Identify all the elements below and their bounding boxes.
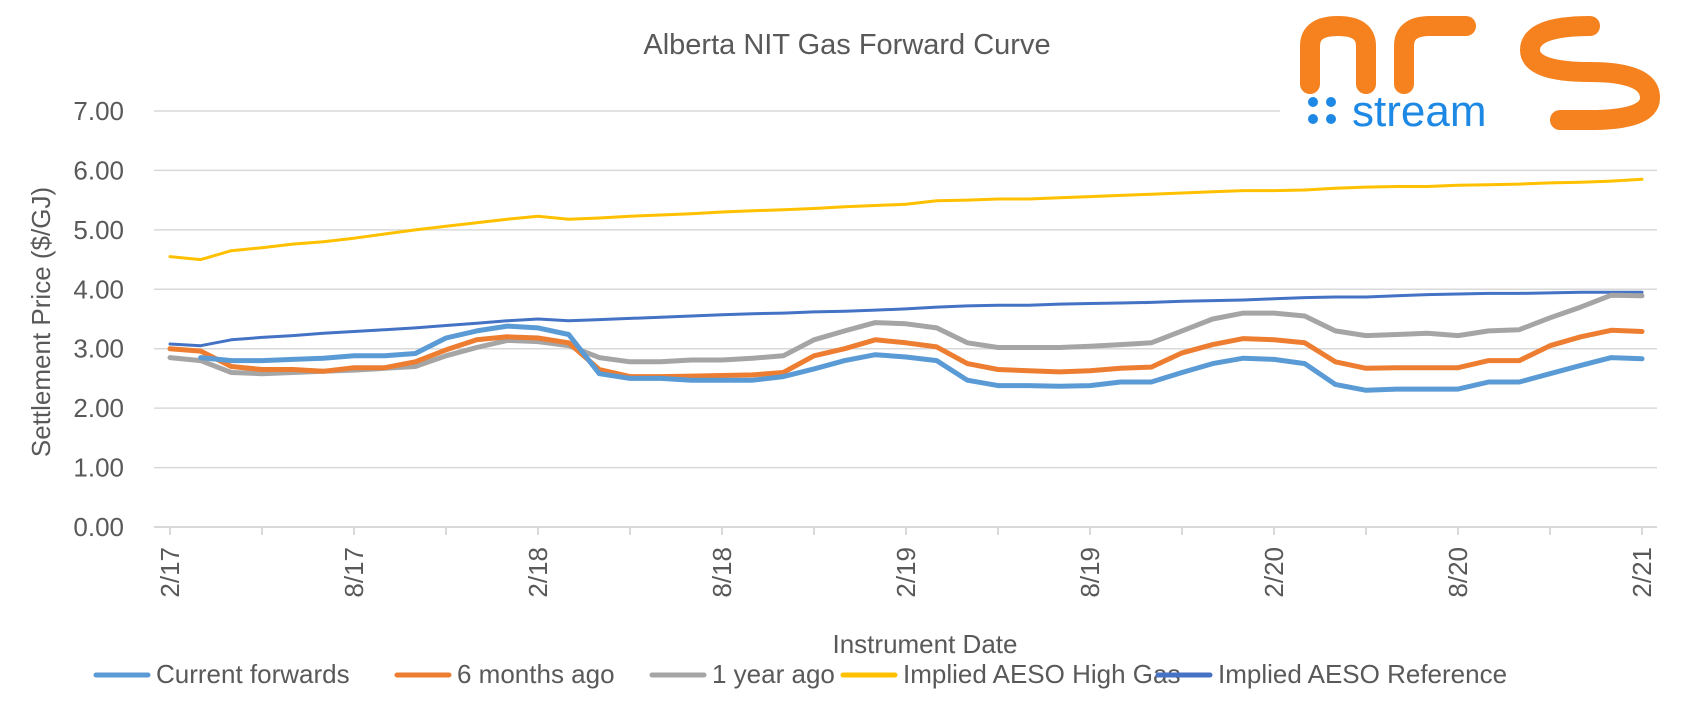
x-tick-label: 8/18 [707, 547, 737, 598]
logo-n-shape [1300, 15, 1376, 94]
series-line-6-months-ago [167, 327, 1645, 380]
y-tick-label: 2.00 [73, 393, 124, 423]
y-tick-label: 0.00 [73, 512, 124, 542]
x-tick-label: 2/17 [155, 547, 185, 598]
y-tick-label: 7.00 [73, 96, 124, 126]
legend: Current forwards 6 months ago 1 year ago Im… [93, 659, 1507, 689]
x-tick-labels: 2/17 8/17 2/18 8/18 2/19 8/19 2/20 8/20 2/21 [155, 547, 1657, 598]
y-tick-label: 5.00 [73, 215, 124, 245]
x-axis-label: Instrument Date [833, 629, 1018, 659]
legend-label: Implied AESO Reference [1218, 659, 1507, 689]
series-line-implied-aeso-reference [168, 290, 1644, 348]
nrg-stream-logo: stream [1280, 4, 1681, 136]
legend-label: Current forwards [156, 659, 350, 689]
legend-label: 1 year ago [712, 659, 835, 689]
series-lines [167, 177, 1645, 393]
logo-subtitle: stream [1352, 87, 1486, 136]
y-tick-label: 3.00 [73, 334, 124, 364]
series-line-current-forwards [198, 323, 1645, 393]
y-tick-label: 1.00 [73, 453, 124, 483]
legend-label: 6 months ago [457, 659, 615, 689]
series-line-implied-aeso-high-gas [168, 177, 1644, 262]
x-tick-label: 2/21 [1627, 547, 1657, 598]
gridlines [154, 110, 1657, 469]
x-tick-label: 8/17 [339, 547, 369, 598]
x-tick-label: 2/18 [523, 547, 553, 598]
y-axis-label: Settlement Price ($/GJ) [26, 187, 56, 457]
series-line-1-year-ago [167, 292, 1645, 377]
x-tick-label: 2/20 [1259, 547, 1289, 598]
x-tick-label: 8/19 [1075, 547, 1105, 598]
x-tick-label: 2/19 [891, 547, 921, 598]
legend-label: Implied AESO High Gas [903, 659, 1180, 689]
y-tick-labels: 0.00 1.00 2.00 3.00 4.00 5.00 6.00 7.00 [73, 96, 124, 542]
x-axis [154, 526, 1657, 535]
logo-r-shape [1394, 16, 1476, 94]
y-tick-label: 4.00 [73, 274, 124, 304]
x-tick-label: 8/20 [1443, 547, 1473, 598]
y-tick-label: 6.00 [73, 155, 124, 185]
logo-g-shape [1519, 16, 1661, 130]
chart-title: Alberta NIT Gas Forward Curve [643, 29, 1050, 61]
